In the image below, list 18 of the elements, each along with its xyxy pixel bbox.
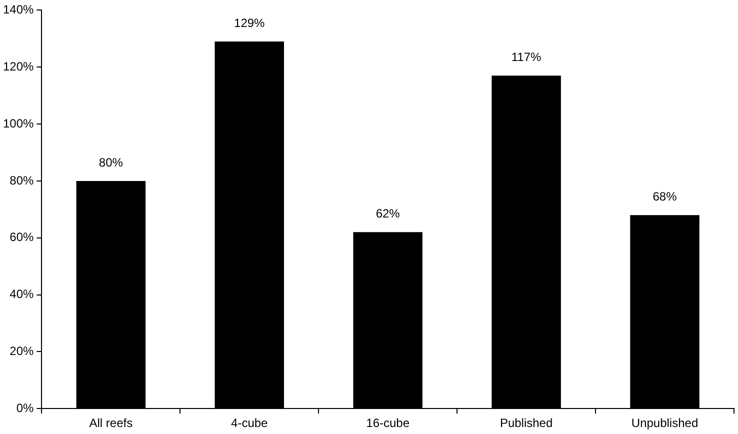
data-label: 68% — [652, 189, 678, 204]
data-label: 129% — [234, 16, 266, 30]
x-tick-label: Published — [500, 416, 553, 430]
y-tick-label: 120% — [2, 59, 34, 74]
x-tick-label: All reefs — [89, 416, 133, 430]
x-tick-label: 4-cube — [231, 416, 268, 430]
y-tick-label: 20% — [10, 344, 34, 358]
data-label: 117% — [511, 50, 542, 64]
data-label: 80% — [98, 155, 124, 170]
y-tick-label: 40% — [10, 287, 34, 302]
y-tick-label: 80% — [10, 173, 34, 188]
y-tick-label: 100% — [2, 116, 34, 130]
y-tick-label: 140% — [2, 2, 34, 17]
x-tick-label: 16-cube — [366, 416, 410, 430]
y-tick-label: 60% — [10, 230, 34, 244]
data-label: 62% — [376, 206, 400, 220]
y-tick-label: 0% — [16, 400, 34, 415]
x-tick-label: Unpublished — [631, 416, 698, 430]
